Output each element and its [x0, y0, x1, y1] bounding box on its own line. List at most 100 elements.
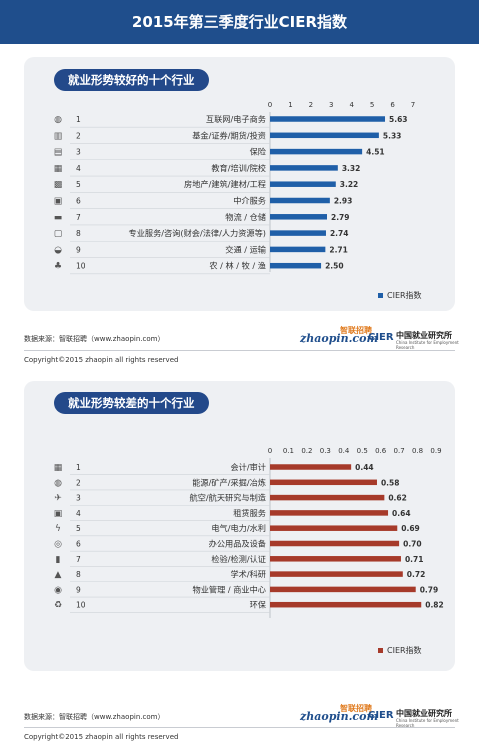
copyright-top: Copyright©2015 zhaopin all rights reserv… — [24, 356, 179, 364]
data-label: 0.44 — [355, 463, 374, 472]
data-label: 2.93 — [334, 197, 353, 206]
x-tick-label: 5 — [370, 101, 374, 109]
x-tick-label: 0.3 — [320, 447, 331, 455]
logos-bottom: zhaopin.com 智联招聘 CIER 中国就业研究所 China Inst… — [300, 704, 460, 728]
zhaopin-logo-cn: 智联招聘 — [340, 326, 372, 335]
bottom-chart-title: 就业形势较差的十个行业 — [54, 392, 209, 414]
rank-number: 10 — [76, 262, 86, 271]
category-label: 租赁服务 — [233, 508, 266, 518]
bottom-chart-svg: 0 0.1 0.2 0.3 0.4 0.5 0.6 0.7 0.8 0.9 ▦ 1 会计/审计 0.44 ◍… — [54, 447, 444, 655]
category-label: 农 / 林 / 牧 / 渔 — [209, 261, 266, 271]
globe-icon: ◍ — [54, 115, 62, 125]
top-chart-title: 就业形势较好的十个行业 — [54, 69, 209, 91]
x-tick-label: 7 — [411, 101, 415, 109]
data-label: 2.50 — [325, 262, 344, 271]
top-chart-svg: 0 1 2 3 4 5 6 7 ◍ 1 互联网/电子商务 5.63 ▥ 2 基金/证券/期货/投资 5.33 ▤… — [54, 101, 422, 300]
handshake-icon: ▣ — [54, 197, 63, 207]
power-icon: ϟ — [55, 524, 61, 534]
category-label: 教育/培训/院校 — [211, 163, 266, 173]
rank-number: 1 — [76, 115, 81, 124]
bottom-chart-panel: 就业形势较差的十个行业 — [24, 381, 455, 671]
category-label: 能源/矿产/采掘/冶炼 — [192, 477, 266, 487]
rank-number: 7 — [76, 555, 81, 564]
rank-number: 6 — [76, 540, 81, 549]
x-tick-label: 0.6 — [375, 447, 387, 455]
rank-number: 3 — [76, 494, 81, 503]
cier-logo-cn: 中国就业研究所 — [396, 331, 452, 340]
x-tick-label: 0.5 — [357, 447, 368, 455]
rank-number: 9 — [76, 245, 81, 254]
category-label: 学术/科研 — [230, 569, 266, 579]
mall-icon: ◉ — [54, 585, 62, 595]
bar — [270, 230, 326, 236]
rank-number: 8 — [76, 229, 81, 238]
x-tick-label: 2 — [309, 101, 313, 109]
bar — [270, 214, 327, 220]
bar — [270, 479, 377, 486]
data-label: 2.74 — [330, 229, 349, 238]
category-label: 物业管理 / 商业中心 — [193, 584, 266, 594]
data-label: 3.22 — [340, 180, 359, 189]
x-tick-label: 1 — [288, 101, 292, 109]
school-icon: ▦ — [54, 164, 63, 174]
bar — [270, 540, 400, 547]
x-tick-label: 4 — [349, 101, 354, 109]
shield-icon: ▤ — [54, 148, 63, 158]
data-label: 0.58 — [381, 478, 400, 487]
top-chart-panel: 就业形势较好的十个行业 — [24, 57, 455, 311]
data-label: 5.33 — [383, 131, 402, 140]
rank-number: 2 — [76, 131, 81, 140]
category-label: 航空/航天研究与制造 — [190, 493, 266, 503]
x-tick-label: 0.7 — [394, 447, 405, 455]
data-label: 4.51 — [366, 148, 385, 157]
rank-number: 1 — [76, 463, 81, 472]
x-tick-label: 0.9 — [430, 447, 441, 455]
cier-logo-cn: 中国就业研究所 — [396, 709, 452, 718]
bar — [270, 132, 379, 139]
recycle-icon: ♻ — [54, 601, 62, 611]
category-label: 检验/检测/认证 — [211, 554, 266, 564]
flask-icon: ▲ — [55, 570, 62, 580]
data-label: 0.72 — [407, 570, 426, 579]
bar — [270, 262, 322, 269]
category-label: 中介服务 — [233, 196, 266, 206]
source-text-top: 数据来源：智联招聘（www.zhaopin.com） — [24, 335, 165, 343]
data-label: 5.63 — [389, 115, 408, 124]
category-label: 专业服务/咨询(财会/法律/人力资源等) — [129, 228, 266, 238]
rank-number: 10 — [76, 601, 86, 610]
category-label: 办公用品及设备 — [209, 539, 266, 549]
data-label: 2.79 — [331, 213, 350, 222]
x-tick-label: 0.8 — [412, 447, 423, 455]
rank-number: 5 — [76, 180, 81, 189]
rank-number: 7 — [76, 213, 81, 222]
bar — [270, 525, 398, 531]
zhaopin-logo: zhaopin.com — [300, 710, 379, 723]
category-label: 基金/证券/期货/投资 — [192, 130, 266, 140]
legend-swatch — [378, 648, 383, 653]
bar — [270, 116, 386, 122]
building-icon: ▩ — [54, 180, 63, 190]
source-text-bottom: 数据来源：智联招聘（www.zhaopin.com） — [24, 713, 165, 721]
copyright-bottom: Copyright©2015 zhaopin all rights reserv… — [24, 733, 179, 741]
car-icon: ◒ — [54, 245, 62, 255]
mining-icon: ◍ — [54, 478, 62, 488]
data-label: 0.69 — [401, 524, 420, 533]
x-tick-label: 3 — [329, 101, 333, 109]
bar — [270, 571, 403, 577]
x-tick-label: 0.1 — [283, 447, 294, 455]
test-icon: ▮ — [56, 555, 61, 565]
bar — [270, 464, 352, 470]
clip-icon: ◎ — [54, 540, 62, 550]
x-tick-label: 6 — [390, 101, 395, 109]
x-tick-label: 0 — [268, 447, 272, 455]
bar — [270, 601, 422, 608]
data-label: 0.62 — [388, 494, 407, 503]
legend-label: CIER指数 — [387, 290, 422, 300]
data-label: 0.70 — [403, 540, 422, 549]
data-label: 0.82 — [425, 601, 444, 610]
bar — [270, 197, 330, 204]
bar — [270, 510, 389, 516]
cier-logo-en: China Institute for Employment Research — [396, 340, 459, 350]
category-label: 保险 — [250, 147, 267, 157]
data-label: 0.71 — [405, 555, 424, 564]
